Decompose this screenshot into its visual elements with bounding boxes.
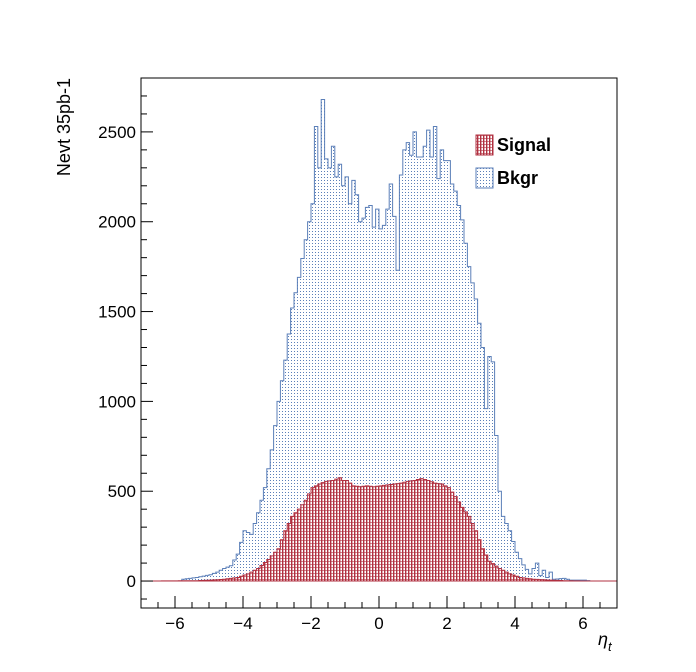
x-tick-label: 4 <box>510 614 519 633</box>
legend-swatch-signal <box>475 134 494 156</box>
x-axis-label: ηt <box>598 629 613 654</box>
y-tick-label: 2000 <box>98 213 136 232</box>
x-axis: −6 −4 −2 0 2 4 6 <box>140 596 618 633</box>
series-bkgr-histogram <box>141 99 617 582</box>
legend-label-signal: Signal <box>497 135 551 155</box>
x-tick-label: 6 <box>578 614 587 633</box>
x-tick-label: −4 <box>233 614 252 633</box>
y-axis: 0 500 1000 1500 2000 2500 <box>98 95 153 600</box>
y-axis-label-group: Nevt 35pb-1 <box>54 78 74 176</box>
x-tick-label: 2 <box>442 614 451 633</box>
y-tick-label: 500 <box>108 482 136 501</box>
y-axis-label: Nevt 35pb-1 <box>54 78 74 176</box>
x-tick-label: 0 <box>374 614 383 633</box>
y-tick-label: 1000 <box>98 392 136 411</box>
legend-swatch-bkgr <box>475 167 494 189</box>
legend-label-bkgr: Bkgr <box>497 168 538 188</box>
x-axis-label-symbol: η <box>598 629 608 649</box>
x-tick-label: −6 <box>165 614 184 633</box>
plot-area <box>141 99 617 582</box>
x-tick-label: −2 <box>301 614 320 633</box>
series-signal-histogram <box>141 477 617 582</box>
y-tick-label: 2500 <box>98 123 136 142</box>
legend: Signal Bkgr <box>475 134 551 189</box>
y-tick-label: 0 <box>127 572 136 591</box>
x-axis-label-subscript: t <box>608 639 613 654</box>
y-tick-label: 1500 <box>98 303 136 322</box>
